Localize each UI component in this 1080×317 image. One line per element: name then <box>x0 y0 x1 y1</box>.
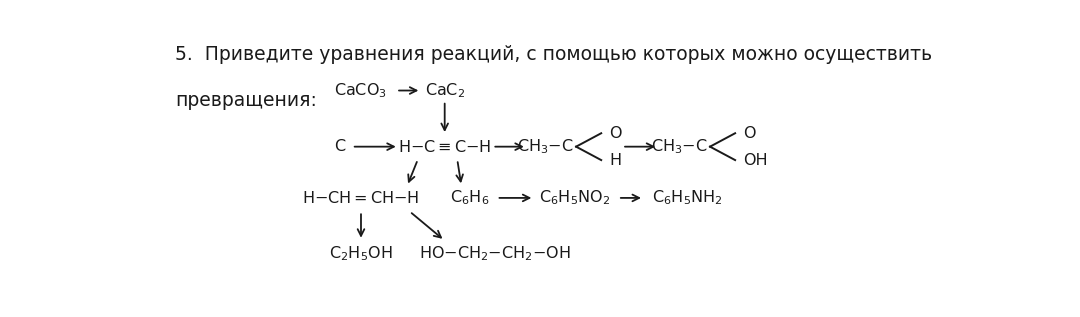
Text: превращения:: превращения: <box>175 91 318 109</box>
Text: H$-$CH$=$CH$-$H: H$-$CH$=$CH$-$H <box>302 190 420 206</box>
Text: O: O <box>743 126 756 141</box>
Text: H: H <box>609 152 622 168</box>
Text: 5.  Приведите уравнения реакций, с помощью которых можно осуществить: 5. Приведите уравнения реакций, с помощь… <box>175 45 932 64</box>
Text: C$_2$H$_5$OH: C$_2$H$_5$OH <box>329 245 393 263</box>
Text: OH: OH <box>743 152 768 168</box>
Text: O: O <box>609 126 622 141</box>
Text: C$_6$H$_6$: C$_6$H$_6$ <box>450 189 489 207</box>
Text: CaCO$_3$: CaCO$_3$ <box>335 81 388 100</box>
Text: C$_6$H$_5$NH$_2$: C$_6$H$_5$NH$_2$ <box>652 189 723 207</box>
Text: CH$_3$$-$C: CH$_3$$-$C <box>517 137 573 156</box>
Text: CaC$_2$: CaC$_2$ <box>424 81 464 100</box>
Text: CH$_3$$-$C: CH$_3$$-$C <box>651 137 707 156</box>
Text: C: C <box>335 139 346 154</box>
Text: HO$-$CH$_2$$-$CH$_2$$-$OH: HO$-$CH$_2$$-$CH$_2$$-$OH <box>419 245 571 263</box>
Text: H$-$C$\equiv$C$-$H: H$-$C$\equiv$C$-$H <box>399 139 491 155</box>
Text: C$_6$H$_5$NO$_2$: C$_6$H$_5$NO$_2$ <box>539 189 610 207</box>
